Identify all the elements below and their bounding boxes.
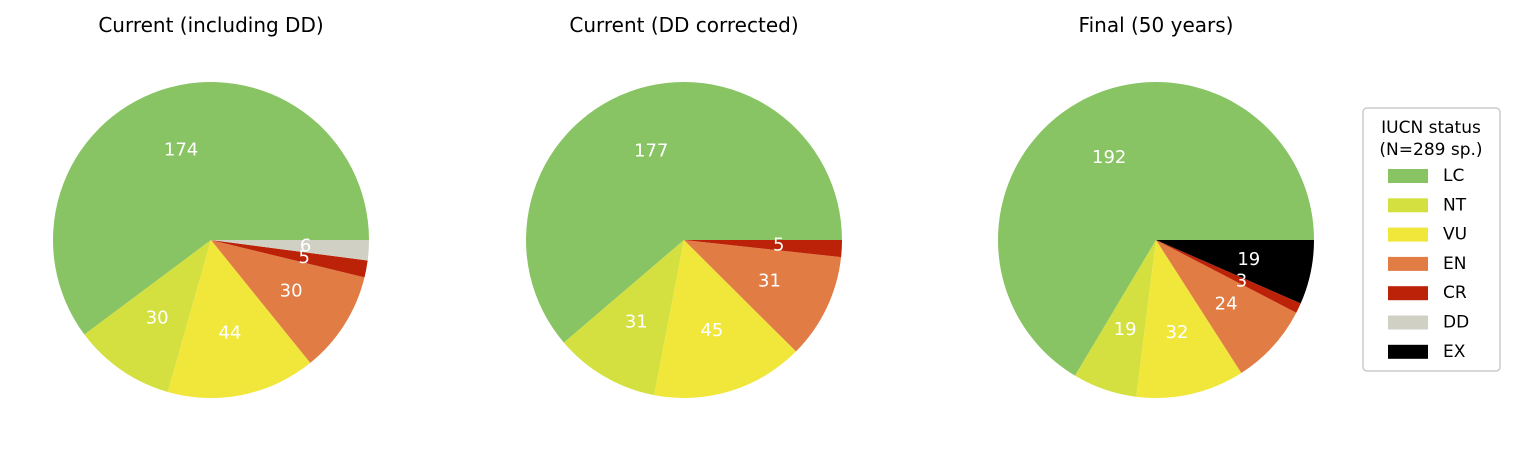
- pie-slice-nt: [1075, 240, 1156, 397]
- legend-label: DD: [1443, 313, 1469, 333]
- legend-title-line1: IUCN status: [1381, 118, 1481, 138]
- slice-label-cr: 5: [298, 247, 309, 268]
- legend-item-nt: NT: [1388, 195, 1467, 215]
- pie-slice-en: [1156, 240, 1297, 373]
- legend: IUCN status (N=289 sp.) LC NT VU EN CR DD EX: [1362, 107, 1501, 372]
- legend-item-lc: LC: [1388, 166, 1464, 186]
- slice-label-vu: 32: [1166, 322, 1189, 343]
- pie-charts: Current (including DD)17430443056Current…: [52, 13, 1314, 399]
- slice-label-cr: 5: [773, 235, 784, 256]
- legend-label: LC: [1443, 166, 1464, 186]
- slice-label-ex: 19: [1237, 249, 1260, 270]
- legend-item-dd: DD: [1388, 313, 1469, 333]
- legend-label: CR: [1443, 283, 1467, 303]
- slice-label-en: 30: [280, 280, 303, 301]
- pie-slice-vu: [167, 240, 311, 399]
- slice-label-nt: 19: [1114, 319, 1137, 340]
- legend-swatch: [1388, 198, 1428, 213]
- pie-slice-en: [211, 240, 365, 363]
- legend-label: EN: [1443, 254, 1466, 274]
- pie-slice-vu: [1136, 240, 1242, 399]
- pie-slice-cr: [211, 240, 368, 278]
- slice-label-cr: 3: [1236, 270, 1247, 291]
- legend-item-en: EN: [1388, 254, 1466, 274]
- slice-label-en: 24: [1215, 293, 1238, 314]
- pie-slice-lc: [526, 81, 842, 343]
- legend-items: LC NT VU EN CR DD EX: [1388, 166, 1469, 362]
- legend-swatch: [1388, 315, 1428, 330]
- legend-swatch: [1388, 227, 1428, 242]
- pie-chart-1: Current (including DD) 174 30 44 30 56: [52, 13, 370, 399]
- pie-slice-lc: [998, 81, 1314, 376]
- pie-slice-nt: [563, 240, 684, 396]
- slice-label-lc: 192: [1092, 147, 1126, 168]
- pie-slice-lc: [52, 81, 370, 335]
- slice-label-lc: 174: [164, 140, 198, 161]
- legend-swatch: [1388, 286, 1428, 301]
- legend-item-vu: VU: [1388, 225, 1467, 245]
- slice-label-nt: 31: [625, 311, 648, 332]
- legend-swatch: [1388, 169, 1428, 183]
- slice-label-nt: 30: [146, 308, 169, 329]
- pie-slice-cr: [1156, 240, 1301, 313]
- slice-label-lc: 177: [634, 141, 668, 162]
- pie-slice-nt: [84, 240, 211, 392]
- legend-swatch: [1388, 344, 1428, 359]
- pie-slice-dd: [211, 240, 369, 261]
- legend-swatch: [1388, 256, 1428, 271]
- chart-title: Current (DD corrected): [569, 13, 798, 37]
- slice-label-en: 31: [758, 270, 781, 291]
- pie-chart-2: Current (DD corrected) 177 31 45 31 5: [526, 13, 842, 399]
- legend-label: EX: [1443, 342, 1466, 362]
- pie-slice-vu: [654, 240, 797, 399]
- chart-title: Current (including DD): [98, 13, 323, 37]
- legend-item-ex: EX: [1388, 342, 1466, 362]
- pie-slice-en: [684, 240, 842, 352]
- pie-slice-cr: [684, 240, 842, 258]
- slice-label-vu: 44: [218, 322, 241, 343]
- legend-label: NT: [1443, 195, 1467, 215]
- legend-label: VU: [1443, 225, 1467, 245]
- slice-label-vu: 45: [700, 320, 723, 341]
- legend-item-cr: CR: [1388, 283, 1467, 303]
- legend-title-line2: (N=289 sp.): [1379, 140, 1482, 160]
- chart-title: Final (50 years): [1079, 13, 1234, 37]
- slice-label-dd: 6: [300, 236, 311, 257]
- pie-slice-ex: [1156, 240, 1314, 304]
